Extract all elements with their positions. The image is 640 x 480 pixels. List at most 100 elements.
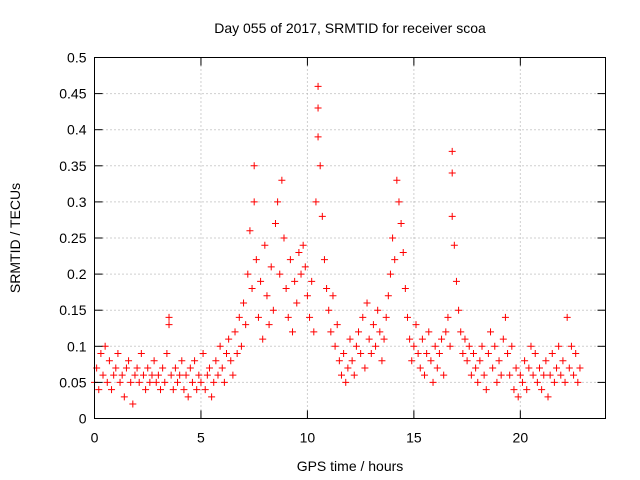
data-point [355, 328, 363, 336]
data-point [461, 335, 469, 343]
data-point [359, 313, 367, 321]
data-point [314, 82, 322, 90]
data-point [203, 371, 211, 379]
data-point [105, 357, 113, 365]
data-point [269, 306, 277, 314]
data-point [263, 292, 271, 300]
data-point [412, 321, 420, 329]
data-point [550, 378, 558, 386]
data-point [276, 270, 284, 278]
data-point [188, 378, 196, 386]
data-point [174, 378, 182, 386]
data-point [482, 386, 490, 394]
data-point [293, 299, 301, 307]
data-point [384, 292, 392, 300]
data-points [91, 82, 584, 408]
data-point [570, 371, 578, 379]
data-point [540, 371, 548, 379]
data-point [182, 371, 190, 379]
data-point [406, 335, 414, 343]
data-point [567, 342, 575, 350]
data-point [555, 342, 563, 350]
data-point [310, 328, 318, 336]
data-point [144, 364, 152, 372]
data-point [493, 378, 501, 386]
data-point [565, 364, 573, 372]
data-point [372, 342, 380, 350]
data-point [301, 263, 309, 271]
data-point [553, 364, 561, 372]
data-point [297, 270, 305, 278]
data-point [165, 313, 173, 321]
data-point [184, 393, 192, 401]
data-point [544, 393, 552, 401]
data-point [344, 364, 352, 372]
data-point [110, 371, 118, 379]
data-point [433, 364, 441, 372]
data-point [484, 350, 492, 358]
data-point [435, 350, 443, 358]
data-point [416, 364, 424, 372]
data-point [139, 371, 147, 379]
data-point [244, 270, 252, 278]
data-point [410, 342, 418, 350]
data-point [448, 169, 456, 177]
data-point [514, 393, 522, 401]
data-point [393, 176, 401, 184]
x-tick-label: 20 [513, 430, 529, 446]
data-point [148, 371, 156, 379]
data-point [122, 364, 130, 372]
data-point [444, 313, 452, 321]
data-point [467, 371, 475, 379]
data-point [314, 104, 322, 112]
data-point [399, 248, 407, 256]
data-point [429, 378, 437, 386]
data-point [512, 364, 520, 372]
data-point [169, 386, 177, 394]
data-point [559, 357, 567, 365]
data-point [178, 357, 186, 365]
data-point [171, 364, 179, 372]
data-point [225, 335, 233, 343]
data-point [401, 285, 409, 293]
data-point [438, 335, 446, 343]
data-point [103, 378, 111, 386]
data-point [446, 342, 454, 350]
y-tick-label: 0.35 [59, 158, 86, 174]
x-tick-label: 5 [197, 430, 205, 446]
x-tick-label: 15 [406, 430, 422, 446]
data-point [325, 306, 333, 314]
data-point [323, 285, 331, 293]
data-point [497, 371, 505, 379]
data-point [516, 371, 524, 379]
data-point [574, 378, 582, 386]
data-point [376, 328, 384, 336]
data-point [386, 270, 394, 278]
data-point [501, 313, 509, 321]
data-point [259, 335, 267, 343]
y-tick-label: 0.5 [67, 50, 87, 66]
data-point [548, 350, 556, 358]
data-point [257, 277, 265, 285]
data-point [442, 328, 450, 336]
data-point [157, 386, 165, 394]
data-point [523, 386, 531, 394]
data-point [367, 350, 375, 358]
data-point [101, 342, 109, 350]
data-point [159, 364, 167, 372]
data-point [248, 285, 256, 293]
y-tick-label: 0.2 [67, 266, 87, 282]
data-point [363, 299, 371, 307]
y-tick-label: 0.1 [67, 338, 87, 354]
data-point [237, 342, 245, 350]
data-point [572, 350, 580, 358]
data-point [425, 328, 433, 336]
data-point [95, 386, 103, 394]
data-point [193, 386, 201, 394]
data-point [320, 256, 328, 264]
data-point [201, 386, 209, 394]
data-point [240, 299, 248, 307]
axis-ticks: 0 0.05 0.1 0.15 0.2 0.25 0.3 0.35 0.4 0.45 0.5 0 5 10… [59, 50, 606, 446]
data-point [212, 357, 220, 365]
data-point [403, 313, 411, 321]
